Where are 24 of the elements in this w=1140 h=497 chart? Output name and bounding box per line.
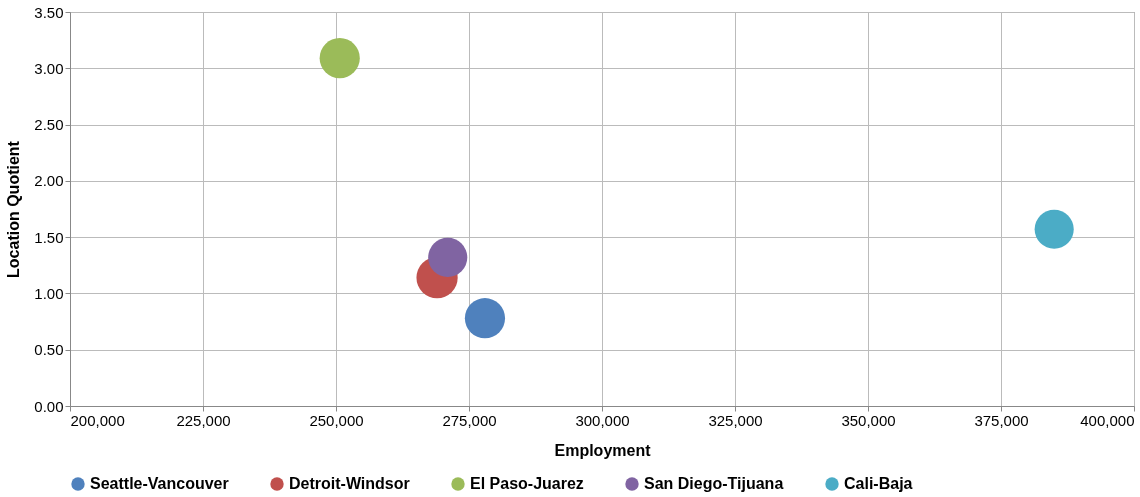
- y-tick-label: 2.50: [34, 116, 64, 134]
- x-tick-label: 300,000: [575, 411, 630, 429]
- y-tick-label: 3.50: [34, 3, 64, 21]
- y-tick-label: 3.00: [34, 59, 64, 77]
- legend-label: Seattle-Vancouver: [90, 475, 229, 492]
- legend-label: El Paso-Juarez: [470, 475, 584, 492]
- x-tick-label: 225,000: [176, 411, 231, 429]
- y-tick-label: 2.00: [34, 172, 64, 190]
- y-tick-label: 0.00: [34, 397, 64, 415]
- y-tick-label: 0.50: [34, 341, 64, 359]
- x-tick-label: 400,000: [1080, 411, 1135, 429]
- x-tick-label: 325,000: [708, 411, 763, 429]
- x-tick-label: 275,000: [442, 411, 497, 429]
- x-tick-label: 200,000: [70, 411, 125, 429]
- x-tick-label: 350,000: [841, 411, 896, 429]
- x-tick-label: 250,000: [309, 411, 364, 429]
- y-tick-label: 1.50: [34, 228, 64, 246]
- x-axis-title: Employment: [554, 441, 652, 459]
- x-tick-label: 375,000: [974, 411, 1029, 429]
- legend-label: San Diego-Tijuana: [644, 475, 784, 492]
- y-axis-title: Location Quotient: [5, 140, 23, 278]
- y-tick-label: 1.00: [34, 284, 64, 302]
- legend-label: Cali-Baja: [844, 475, 913, 492]
- legend-label: Detroit-Windsor: [289, 475, 410, 492]
